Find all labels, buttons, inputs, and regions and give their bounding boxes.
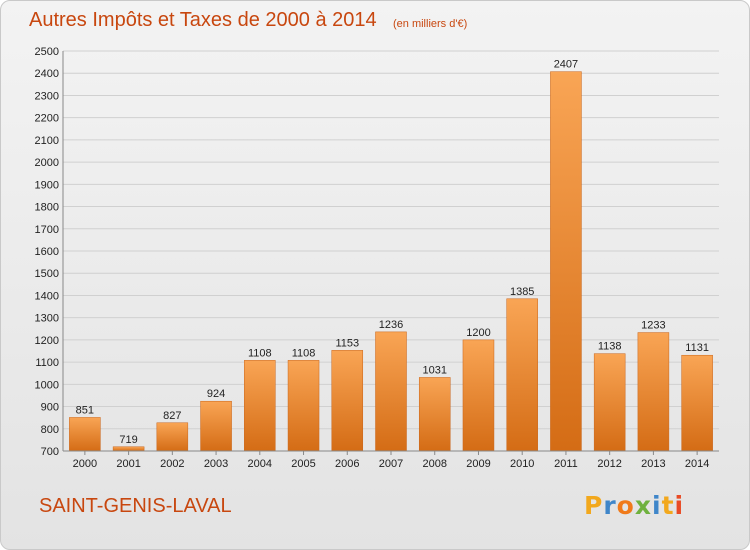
x-tick-label: 2011 <box>554 458 578 470</box>
y-tick-label: 800 <box>41 424 59 436</box>
bar <box>112 446 145 452</box>
y-tick-label: 2000 <box>35 157 59 169</box>
y-tick-label: 1300 <box>35 313 59 325</box>
data-label: 1236 <box>379 319 403 331</box>
x-tick-label: 2012 <box>597 458 621 470</box>
bar <box>506 298 538 452</box>
bar <box>331 350 364 452</box>
y-tick-label: 1500 <box>35 268 59 280</box>
data-label: 1108 <box>292 347 316 359</box>
y-tick-label: 1700 <box>35 224 59 236</box>
bar <box>200 400 232 452</box>
logo-letter: i <box>674 491 685 520</box>
location-name: SAINT-GENIS-LAVAL <box>39 495 232 517</box>
logo-letter: P <box>584 491 604 520</box>
x-tick-label: 2010 <box>510 458 534 470</box>
x-tick-label: 2003 <box>204 458 228 470</box>
bar <box>637 332 670 452</box>
bar <box>550 71 582 452</box>
y-tick-label: 1100 <box>35 357 59 369</box>
bar <box>462 339 495 452</box>
data-label: 719 <box>119 434 137 446</box>
x-tick-label: 2007 <box>379 458 403 470</box>
data-label: 1233 <box>641 320 665 332</box>
data-label: 827 <box>163 410 181 422</box>
bar <box>69 417 101 452</box>
logo-letter: o <box>616 491 635 520</box>
y-tick-label: 2200 <box>35 113 59 125</box>
x-tick-label: 2009 <box>466 458 490 470</box>
y-tick-label: 1600 <box>35 246 59 258</box>
data-label: 2407 <box>554 59 578 71</box>
y-tick-label: 900 <box>41 402 59 414</box>
bar <box>244 360 276 452</box>
y-tick-label: 1900 <box>35 179 59 191</box>
x-tick-label: 2006 <box>335 458 359 470</box>
bar <box>287 360 320 452</box>
x-tick-label: 2000 <box>73 458 97 470</box>
x-tick-label: 2005 <box>291 458 315 470</box>
y-tick-label: 2500 <box>35 46 59 58</box>
y-tick-label: 1800 <box>35 202 59 214</box>
y-tick-label: 2400 <box>35 68 59 80</box>
data-label: 1108 <box>248 347 272 359</box>
data-label: 1153 <box>335 337 359 349</box>
data-label: 851 <box>76 404 94 416</box>
x-tick-label: 2014 <box>685 458 709 470</box>
y-tick-label: 2100 <box>35 135 59 147</box>
bar <box>156 422 189 452</box>
bar <box>593 353 626 452</box>
logo-letter: i <box>652 491 662 520</box>
data-label: 1131 <box>685 342 709 354</box>
logo-letter: r <box>603 491 617 520</box>
x-tick-label: 2001 <box>116 458 140 470</box>
data-label: 924 <box>207 388 225 400</box>
data-label: 1200 <box>466 327 490 339</box>
data-label: 1031 <box>422 364 446 376</box>
chart-subtitle: (en milliers d'€) <box>393 18 468 30</box>
x-tick-label: 2013 <box>641 458 665 470</box>
y-tick-label: 1000 <box>35 379 59 391</box>
y-tick-label: 1200 <box>35 335 59 347</box>
y-tick-label: 1400 <box>35 290 59 302</box>
x-tick-label: 2008 <box>422 458 446 470</box>
data-label: 1385 <box>510 286 534 298</box>
bar <box>681 354 713 452</box>
y-tick-label: 2300 <box>35 90 59 102</box>
y-tick-label: 700 <box>41 446 59 458</box>
bar <box>375 331 407 452</box>
bar <box>418 377 451 452</box>
data-label: 1138 <box>598 341 622 353</box>
x-tick-label: 2002 <box>160 458 184 470</box>
logo-letter: t <box>661 491 675 520</box>
chart-title: Autres Impôts et Taxes de 2000 à 2014 <box>29 9 377 31</box>
proxiti-logo: Proxiti <box>584 491 684 520</box>
logo-letter: x <box>634 491 652 520</box>
x-tick-label: 2004 <box>248 458 272 470</box>
